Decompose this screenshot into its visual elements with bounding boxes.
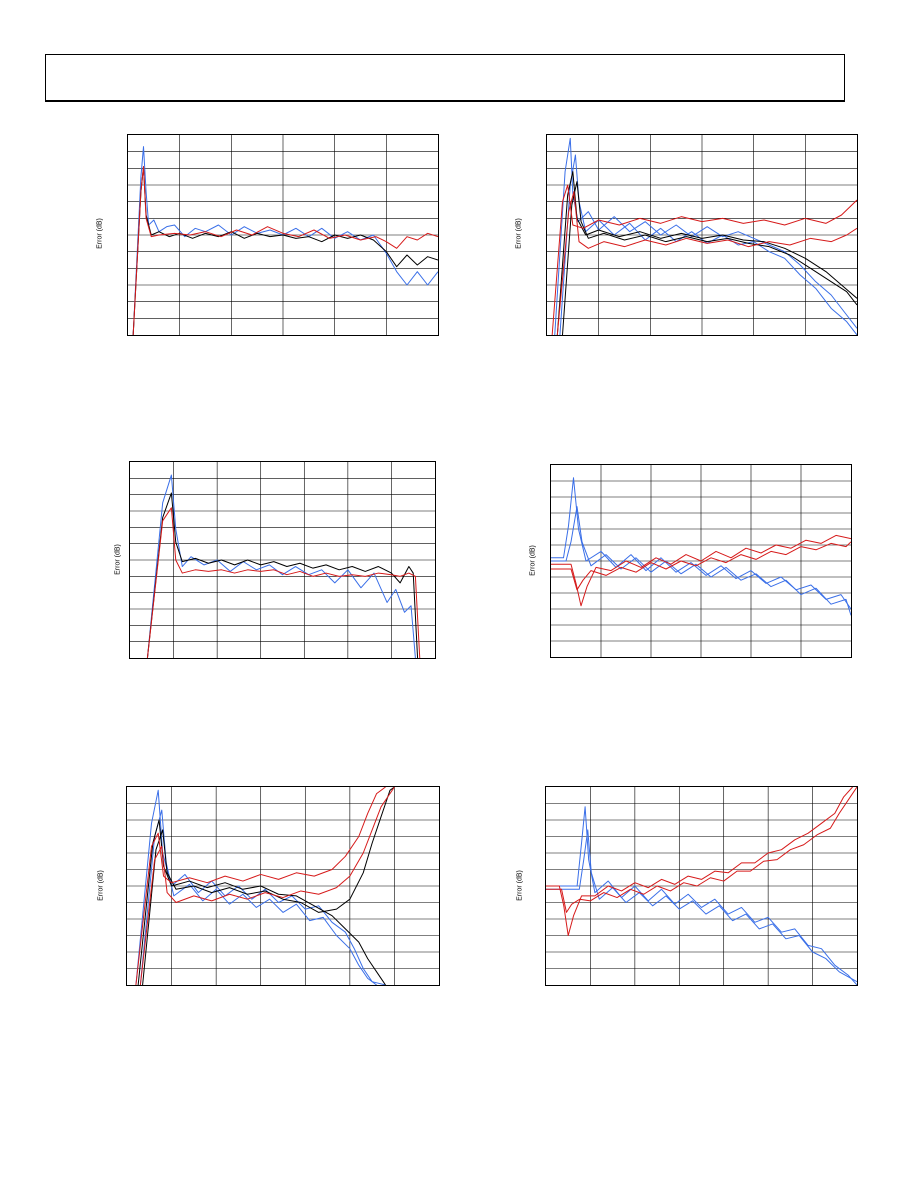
series-line-5-6 <box>139 787 395 985</box>
y-axis-label-5: Error (dB) <box>97 870 105 901</box>
series-line-2-6 <box>556 191 857 335</box>
series-line-1-1 <box>132 146 438 335</box>
page-header-box <box>45 54 845 102</box>
chart-svg-6 <box>546 787 857 985</box>
chart-panel-3 <box>129 461 436 659</box>
series-line-5-2 <box>139 809 377 985</box>
series-line-2-2 <box>559 154 857 335</box>
chart-svg-3 <box>130 462 435 658</box>
series-line-3-2 <box>146 492 419 658</box>
chart-svg-5 <box>127 787 439 985</box>
series-line-2-3 <box>556 171 857 335</box>
y-axis-label-1: Error (dB) <box>96 218 104 249</box>
series-line-2-1 <box>554 137 857 335</box>
series-line-4-1 <box>551 477 851 610</box>
chart-panel-2 <box>546 134 858 336</box>
series-line-4-2 <box>551 506 851 616</box>
chart-svg-2 <box>547 135 857 335</box>
chart-panel-1 <box>127 134 439 336</box>
series-line-6-4 <box>546 787 857 913</box>
series-line-4-3 <box>551 534 851 607</box>
series-line-3-1 <box>146 474 416 658</box>
chart-svg-4 <box>551 465 851 657</box>
chart-svg-1 <box>128 135 438 335</box>
y-axis-label-4: Error (dB) <box>529 545 537 576</box>
series-line-5-5 <box>135 787 386 985</box>
series-line-6-2 <box>546 829 857 983</box>
series-line-1-2 <box>132 166 438 335</box>
series-line-2-4 <box>562 181 857 335</box>
y-axis-label-2: Error (dB) <box>515 218 523 249</box>
series-line-6-3 <box>546 787 853 936</box>
series-line-2-5 <box>551 184 857 335</box>
series-line-4-4 <box>551 541 851 591</box>
y-axis-label-3: Error (dB) <box>114 544 122 575</box>
series-line-3-3 <box>146 507 421 658</box>
chart-panel-4 <box>550 464 852 658</box>
chart-panel-6 <box>545 786 858 986</box>
series-line-5-3 <box>137 819 386 985</box>
y-axis-label-6: Error (dB) <box>516 870 524 901</box>
chart-panel-5 <box>126 786 440 986</box>
series-line-1-3 <box>132 166 438 335</box>
series-line-6-1 <box>546 806 857 985</box>
